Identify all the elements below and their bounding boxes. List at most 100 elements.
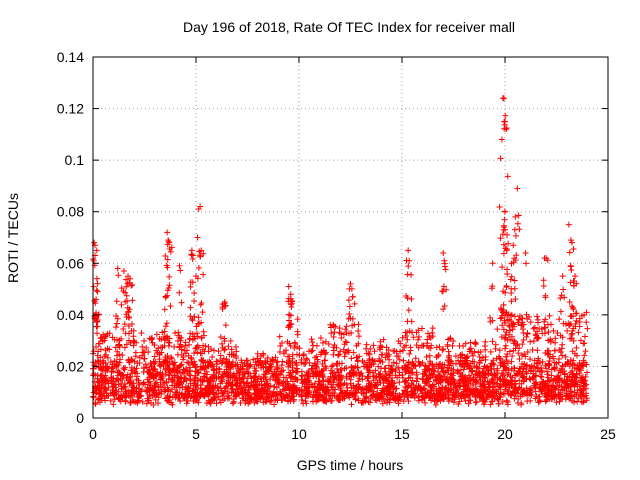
data-point [228, 346, 235, 353]
data-point [326, 377, 333, 384]
data-point [169, 376, 176, 383]
data-point [165, 238, 172, 245]
data-point [465, 400, 472, 407]
data-point [361, 363, 368, 370]
data-point [163, 358, 170, 365]
data-point [110, 401, 117, 408]
data-point [528, 362, 535, 369]
data-point [559, 273, 566, 280]
data-point [562, 353, 569, 360]
data-point [375, 393, 382, 400]
data-point [419, 325, 426, 332]
data-point [556, 316, 563, 323]
data-point [462, 397, 469, 404]
data-point [452, 353, 459, 360]
x-tick-label: 5 [192, 426, 200, 442]
data-point [556, 398, 563, 405]
data-point [193, 323, 200, 330]
data-point [113, 313, 120, 320]
data-point [512, 296, 519, 303]
data-point [90, 389, 97, 396]
data-point [154, 349, 161, 356]
data-point [161, 388, 168, 395]
data-point [476, 374, 483, 381]
data-point [135, 397, 142, 404]
data-point [95, 364, 102, 371]
data-point [162, 293, 169, 300]
data-point [191, 289, 198, 296]
data-point [150, 392, 157, 399]
data-point [516, 384, 523, 391]
data-point [545, 337, 552, 344]
data-point [239, 386, 246, 393]
data-point [487, 401, 494, 408]
data-point [147, 382, 154, 389]
data-point [210, 347, 217, 354]
data-point [189, 255, 196, 262]
data-point [287, 342, 294, 349]
data-point [386, 384, 393, 391]
data-point [215, 365, 222, 372]
data-point [174, 351, 181, 358]
data-point [522, 249, 529, 256]
data-point [557, 295, 564, 302]
data-point [187, 283, 194, 290]
data-point [443, 286, 450, 293]
data-point [472, 393, 479, 400]
data-point [496, 347, 503, 354]
data-point [338, 367, 345, 374]
data-point [405, 247, 412, 254]
data-point [143, 388, 150, 395]
data-point [254, 398, 261, 405]
data-point [583, 395, 590, 402]
data-point [570, 245, 577, 252]
data-point [397, 348, 404, 355]
data-point [332, 372, 339, 379]
data-point [146, 369, 153, 376]
data-point [294, 328, 301, 335]
data-point [284, 384, 291, 391]
data-point [504, 231, 511, 238]
data-point [527, 338, 534, 345]
data-point [554, 330, 561, 337]
data-point [462, 340, 469, 347]
data-point [488, 361, 495, 368]
data-point [493, 380, 500, 387]
data-point [177, 362, 184, 369]
data-point [359, 399, 366, 406]
data-point [128, 386, 135, 393]
data-point [125, 322, 132, 329]
data-point [167, 248, 174, 255]
data-point [415, 336, 422, 343]
data-point [513, 252, 520, 259]
data-point [174, 369, 181, 376]
data-point [378, 352, 385, 359]
data-point [342, 349, 349, 356]
data-point [426, 358, 433, 365]
data-point [520, 378, 527, 385]
data-point [125, 313, 132, 320]
data-point [144, 376, 151, 383]
data-point [501, 317, 508, 324]
data-point [438, 373, 445, 380]
data-point [113, 298, 120, 305]
data-point [527, 356, 534, 363]
data-point [211, 367, 218, 374]
data-point [176, 262, 183, 269]
data-point [497, 362, 504, 369]
data-point [213, 358, 220, 365]
data-point [491, 371, 498, 378]
data-point [230, 372, 237, 379]
data-point [105, 365, 112, 372]
data-point [303, 355, 310, 362]
data-point [355, 385, 362, 392]
data-point [369, 356, 376, 363]
data-point [197, 350, 204, 357]
data-point [440, 249, 447, 256]
data-point [482, 390, 489, 397]
data-point [166, 273, 173, 280]
data-point [567, 262, 574, 269]
data-point [405, 307, 412, 314]
data-point [199, 309, 206, 316]
y-tick-label: 0.08 [57, 204, 84, 220]
